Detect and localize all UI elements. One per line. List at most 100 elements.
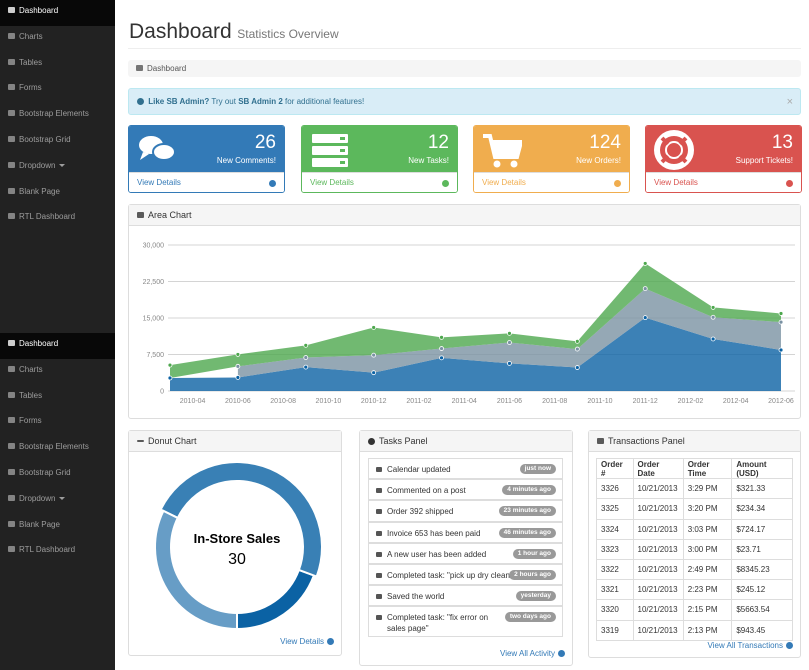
data-point bbox=[778, 347, 784, 353]
menu-label: Blank Page bbox=[19, 519, 60, 529]
view-details: View Details bbox=[137, 178, 181, 187]
icon bbox=[8, 520, 15, 527]
link-text: View All Activity bbox=[500, 649, 555, 658]
breadcrumb-item: Dashboard bbox=[147, 64, 187, 73]
view-details: View Details bbox=[482, 178, 526, 187]
task-text: Invoice 653 has been paid bbox=[387, 528, 481, 538]
x-tick-label: 2011-04 bbox=[452, 398, 477, 405]
alert-link[interactable]: SB Admin 2 bbox=[238, 97, 283, 106]
table-row: 3320 10/21/2013 2:15 PM $5663.54 bbox=[596, 599, 793, 621]
data-point bbox=[574, 338, 580, 344]
data-point bbox=[710, 305, 716, 310]
table-cell: 2:13 PM bbox=[682, 619, 733, 641]
menu-label: Bootstrap Elements bbox=[19, 442, 89, 452]
alert-text: for additional features! bbox=[285, 97, 365, 106]
menu-label: Dashboard bbox=[19, 339, 59, 348]
task-text: Completed task: "pick up dry cleaning" bbox=[387, 571, 524, 580]
y-tick-label: 7,500 bbox=[146, 352, 164, 359]
page-subtitle: Statistics Overview bbox=[237, 27, 339, 41]
menu-item[interactable]: Dropdown bbox=[0, 488, 115, 514]
data-point bbox=[642, 261, 648, 266]
table-cell: 3324 bbox=[596, 518, 634, 540]
view-details-link[interactable]: View Details bbox=[280, 637, 334, 646]
data-point bbox=[710, 336, 716, 342]
data-point bbox=[167, 375, 173, 381]
data-point bbox=[507, 361, 512, 366]
table-row: 3321 10/21/2013 2:23 PM $245.12 bbox=[596, 579, 793, 601]
view-all-link[interactable]: View All Transactions bbox=[708, 641, 793, 650]
icon bbox=[137, 440, 144, 442]
stat-footer[interactable]: View Details bbox=[129, 172, 284, 192]
menu-item[interactable]: Forms bbox=[0, 410, 115, 436]
arrow-icon bbox=[786, 180, 793, 187]
icon bbox=[8, 161, 15, 168]
donut-label: In-Store Sales bbox=[194, 531, 281, 546]
menu-item[interactable]: Charts bbox=[0, 359, 115, 385]
menu-item[interactable]: RTL Dashboard bbox=[0, 539, 115, 565]
close-button[interactable]: × bbox=[786, 96, 793, 108]
task-icon bbox=[376, 551, 382, 557]
task-icon bbox=[376, 573, 382, 578]
task-time: 2 hours ago bbox=[509, 570, 556, 580]
data-point bbox=[303, 355, 309, 360]
task-item: Invoice 653 has been paid 46 minutes ago bbox=[368, 521, 563, 543]
menu-item[interactable]: Forms bbox=[0, 77, 115, 103]
area-chart: 0 7,500 15,000 22,500 30,000 2010-04 2010-06 20… bbox=[143, 243, 795, 405]
panel-title: Donut Chart bbox=[148, 436, 197, 446]
menu-item[interactable]: Tables bbox=[0, 52, 115, 78]
icon bbox=[8, 340, 15, 346]
task-time: 46 minutes ago bbox=[498, 527, 556, 538]
menu-item[interactable]: Bootstrap Grid bbox=[0, 462, 115, 488]
stat-label: Support Tickets! bbox=[735, 156, 793, 165]
table-cell: 10/21/2013 bbox=[632, 518, 684, 540]
menu-item[interactable]: Dropdown bbox=[0, 155, 115, 181]
menu-item[interactable]: Bootstrap Elements bbox=[0, 103, 115, 129]
table-cell: 3325 bbox=[596, 498, 634, 520]
task-time: 4 minutes ago bbox=[502, 485, 556, 496]
view-all-link[interactable]: View All Activity bbox=[500, 649, 565, 658]
task-item: Completed task: "fix error on sales page… bbox=[368, 606, 563, 638]
menu-item[interactable]: Dashboard bbox=[0, 333, 115, 359]
x-tick-label: 2010-12 bbox=[361, 398, 387, 405]
x-tick-label: 2010-06 bbox=[225, 398, 251, 405]
menu-item[interactable]: Tables bbox=[0, 385, 115, 411]
stat-footer[interactable]: View Details bbox=[646, 172, 801, 192]
page-title: Dashboard bbox=[129, 20, 232, 43]
stat-heading: 13 Support Tickets! bbox=[646, 126, 801, 172]
menu-item[interactable]: RTL Dashboard bbox=[0, 206, 115, 232]
menu-item[interactable]: Blank Page bbox=[0, 181, 115, 207]
stat-footer[interactable]: View Details bbox=[474, 172, 629, 192]
task-icon bbox=[376, 467, 382, 472]
menu-label: Tables bbox=[19, 57, 43, 67]
donut-segment bbox=[159, 461, 323, 578]
table-row: 3322 10/21/2013 2:49 PM $8345.23 bbox=[596, 558, 793, 581]
table-cell: 10/21/2013 bbox=[632, 599, 684, 621]
stat-heading: 124 New Orders! bbox=[474, 126, 629, 172]
table-cell: $234.34 bbox=[731, 498, 793, 520]
area bbox=[170, 263, 781, 379]
stat-footer[interactable]: View Details bbox=[302, 172, 457, 192]
stat-label: New Tasks! bbox=[408, 156, 449, 165]
menu-label: Bootstrap Grid bbox=[19, 467, 71, 477]
table-cell: 10/21/2013 bbox=[632, 579, 684, 601]
task-text: Order 392 shipped bbox=[387, 507, 454, 517]
icon bbox=[136, 65, 143, 71]
menu-label: Forms bbox=[19, 83, 42, 93]
data-point bbox=[642, 315, 648, 321]
menu-label: Charts bbox=[19, 364, 43, 374]
task-time: yesterday bbox=[515, 591, 556, 602]
menu-item[interactable]: Charts bbox=[0, 26, 115, 52]
data-point bbox=[235, 375, 241, 380]
stat-icon bbox=[139, 136, 176, 161]
link-text: View Details bbox=[280, 637, 324, 646]
donut-value: 30 bbox=[228, 551, 246, 568]
caret bbox=[59, 163, 66, 170]
donut-segment bbox=[236, 568, 316, 631]
menu-item[interactable]: Bootstrap Elements bbox=[0, 436, 115, 462]
x-tick-label: 2012-04 bbox=[723, 398, 749, 405]
data-point bbox=[167, 362, 173, 368]
menu-item[interactable]: Dashboard bbox=[0, 0, 115, 26]
table-cell: $23.71 bbox=[731, 538, 793, 560]
menu-item[interactable]: Blank Page bbox=[0, 514, 115, 540]
menu-item[interactable]: Bootstrap Grid bbox=[0, 129, 115, 155]
